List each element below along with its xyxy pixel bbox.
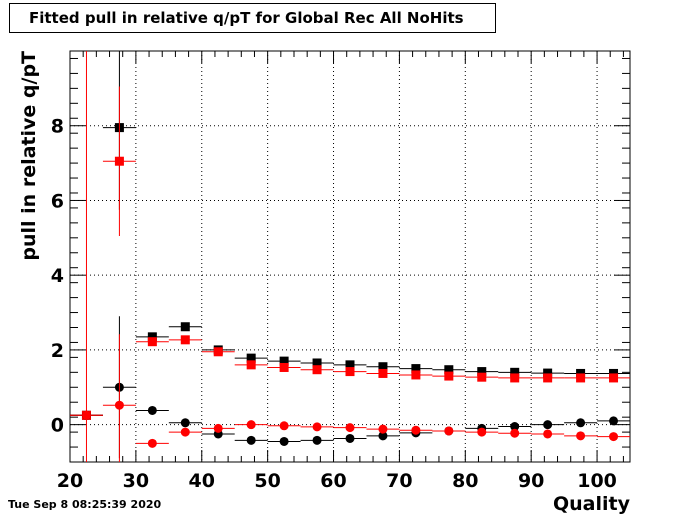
data-marker-square [543, 368, 553, 378]
x-tick-label: 30 [123, 470, 149, 492]
data-marker-circle [510, 422, 520, 432]
x-tick-label: 40 [189, 470, 215, 492]
data-marker-square [477, 372, 487, 382]
data-marker-square [444, 371, 454, 381]
data-marker-circle [411, 425, 421, 435]
data-marker-circle [477, 427, 487, 437]
timestamp: Tue Sep 8 08:25:39 2020 [8, 498, 162, 511]
x-tick-label: 60 [320, 470, 346, 492]
data-marker-circle [246, 435, 256, 445]
data-marker-square [510, 367, 520, 377]
y-tick-label: 2 [51, 340, 64, 362]
data-marker-square [246, 360, 256, 370]
axis-ticks [69, 51, 630, 463]
data-marker-square [147, 332, 157, 342]
data-marker-square [477, 367, 487, 377]
data-marker-square [444, 365, 454, 375]
data-marker-square [312, 358, 322, 368]
y-tick-label: 6 [51, 190, 64, 212]
plot-frame [69, 50, 631, 463]
data-marker-circle [312, 422, 322, 432]
data-marker-circle [378, 424, 388, 434]
chart-title: Fitted pull in relative q/pT for Global … [9, 3, 496, 33]
data-marker-circle [279, 421, 289, 431]
data-marker-square [279, 362, 289, 372]
chart-title-text: Fitted pull in relative q/pT for Global … [29, 9, 464, 27]
data-marker-square [411, 370, 421, 380]
data-marker-circle [345, 433, 355, 443]
data-marker-square [378, 362, 388, 372]
data-marker-square [180, 335, 190, 345]
data-marker-circle [576, 431, 586, 441]
y-tick-label: 4 [51, 265, 64, 287]
data-marker-circle [312, 435, 322, 445]
series-circle-red [70, 334, 630, 462]
x-tick-label: 20 [57, 470, 83, 492]
data-marker-circle [180, 427, 190, 437]
data-marker-circle [609, 416, 619, 426]
data-marker-square [411, 364, 421, 374]
x-tick-label: 100 [577, 470, 617, 492]
data-marker-circle [510, 428, 520, 438]
data-marker-circle [147, 405, 157, 415]
data-marker-square [246, 353, 256, 363]
y-tick-label: 0 [51, 415, 64, 437]
data-marker-square [345, 360, 355, 370]
data-marker-square [180, 322, 190, 332]
data-marker-square [576, 373, 586, 383]
data-marker-square [609, 373, 619, 383]
data-marker-circle [279, 436, 289, 446]
x-axis-title: Quality [553, 493, 631, 514]
data-marker-circle [114, 400, 124, 410]
y-tick-label: 8 [51, 116, 64, 138]
y-axis-title: pull in relative q/pT [18, 51, 40, 261]
data-marker-circle [609, 432, 619, 442]
x-tick-label: 70 [386, 470, 412, 492]
data-marker-circle [543, 420, 553, 430]
tick-labels: 20 30 40 50 60 70 80 90 100 0 2 4 6 8 [51, 116, 617, 492]
data-marker-circle [378, 431, 388, 441]
data-marker-circle [345, 423, 355, 433]
data-marker-circle [543, 429, 553, 439]
data-marker-square [279, 356, 289, 366]
data-marker-circle [246, 420, 256, 430]
data-points [70, 51, 630, 462]
x-tick-label: 90 [518, 470, 544, 492]
data-marker-square [543, 373, 553, 383]
data-marker-square [510, 373, 520, 383]
data-marker-circle [444, 426, 454, 436]
x-tick-label: 50 [254, 470, 280, 492]
x-tick-label: 80 [452, 470, 478, 492]
data-marker-square [312, 365, 322, 375]
data-marker-square [114, 156, 124, 166]
grid-lines [70, 51, 630, 462]
data-marker-circle [147, 438, 157, 448]
series-square-black [70, 51, 630, 420]
data-marker-square [147, 337, 157, 347]
data-marker-square [213, 347, 223, 357]
data-marker-square [345, 367, 355, 377]
data-marker-circle [213, 423, 223, 433]
series-square-red [70, 86, 630, 420]
data-marker-square [378, 368, 388, 378]
data-marker-circle [576, 418, 586, 428]
data-marker-circle [180, 418, 190, 428]
